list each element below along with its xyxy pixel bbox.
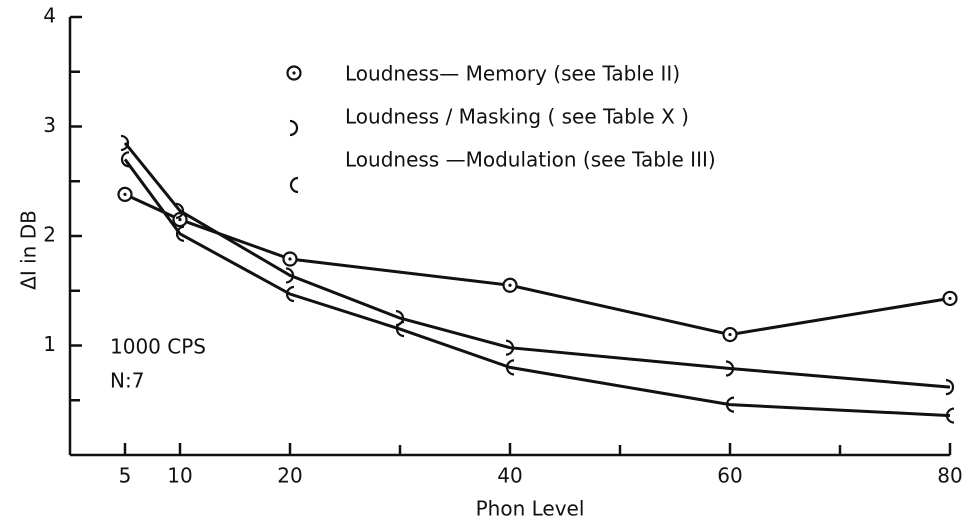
x-tick-label: 40 <box>497 464 522 488</box>
marker-dot <box>178 217 182 222</box>
x-axis-label: Phon Level <box>476 497 585 521</box>
marker <box>725 360 735 377</box>
x-tick-label: 60 <box>717 464 742 488</box>
marker <box>945 407 955 424</box>
marker <box>120 134 130 152</box>
marker <box>395 320 405 338</box>
y-tick-label: 3 <box>43 113 56 137</box>
marker <box>945 379 955 396</box>
legend-label: Loudness— Memory (see Table II) <box>345 62 680 86</box>
marker-dot <box>948 296 952 301</box>
y-tick-label: 4 <box>43 4 56 28</box>
annotation: 1000 CPS <box>110 335 206 359</box>
marker-dot <box>123 192 127 196</box>
legend-label: Loudness —Modulation (see Table III) <box>345 148 716 172</box>
x-tick-label: 80 <box>937 464 962 488</box>
marker-dot <box>288 257 292 261</box>
marker <box>285 285 295 303</box>
marker-dot <box>292 71 296 75</box>
y-tick-label: 1 <box>43 332 56 356</box>
marker <box>505 359 515 376</box>
x-tick-label: 10 <box>167 464 192 488</box>
y-axis-label: ΔI in DB <box>17 210 41 290</box>
marker-dot <box>508 283 512 287</box>
marker <box>120 151 130 168</box>
annotation: N:7 <box>110 369 144 393</box>
marker <box>175 225 185 242</box>
marker <box>175 202 185 219</box>
x-tick-label: 20 <box>277 464 302 488</box>
marker <box>505 339 515 356</box>
marker <box>725 396 735 413</box>
series-line <box>124 193 951 337</box>
marker <box>289 119 299 137</box>
series-line <box>123 141 951 389</box>
legend-label: Loudness / Masking ( see Table X ) <box>345 105 689 129</box>
y-tick-label: 2 <box>43 223 56 247</box>
marker <box>285 267 295 284</box>
marker-dot <box>728 332 732 337</box>
series-line <box>123 158 951 418</box>
x-tick-label: 5 <box>119 464 132 488</box>
marker <box>289 176 299 194</box>
